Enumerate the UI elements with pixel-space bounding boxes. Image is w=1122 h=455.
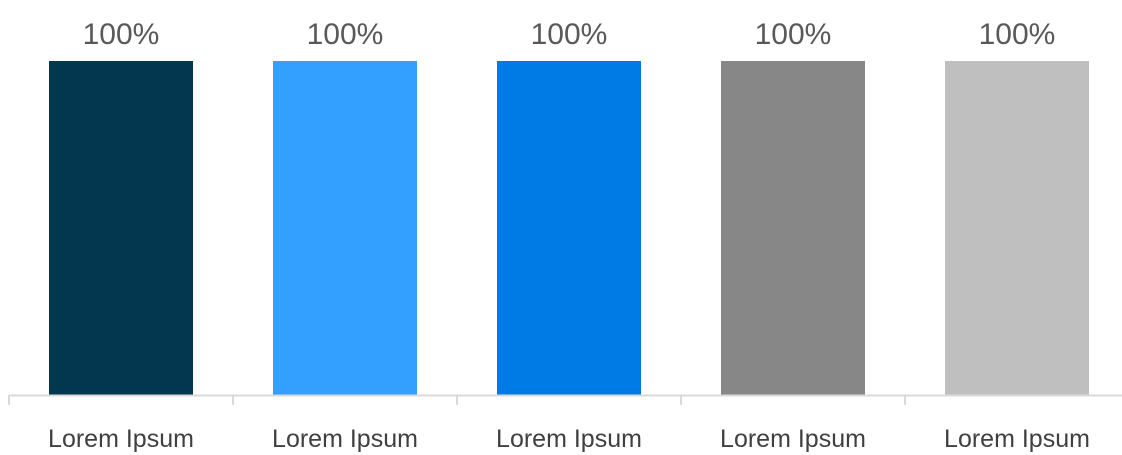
x-tick-label-1: Lorem Ipsum: [48, 425, 194, 453]
x-tick-label-2: Lorem Ipsum: [272, 425, 418, 453]
bar-4: [721, 61, 865, 395]
x-tick-label-3: Lorem Ipsum: [496, 425, 642, 453]
data-label-1: 100%: [83, 18, 160, 51]
x-tick-label-4: Lorem Ipsum: [720, 425, 866, 453]
bar-5: [945, 61, 1089, 395]
data-label-2: 100%: [307, 18, 384, 51]
data-label-5: 100%: [979, 18, 1056, 51]
bar-3: [497, 61, 641, 395]
bar-1: [49, 61, 193, 395]
bar-2: [273, 61, 417, 395]
data-label-3: 100%: [531, 18, 608, 51]
x-tick-label-5: Lorem Ipsum: [944, 425, 1090, 453]
data-label-4: 100%: [755, 18, 832, 51]
